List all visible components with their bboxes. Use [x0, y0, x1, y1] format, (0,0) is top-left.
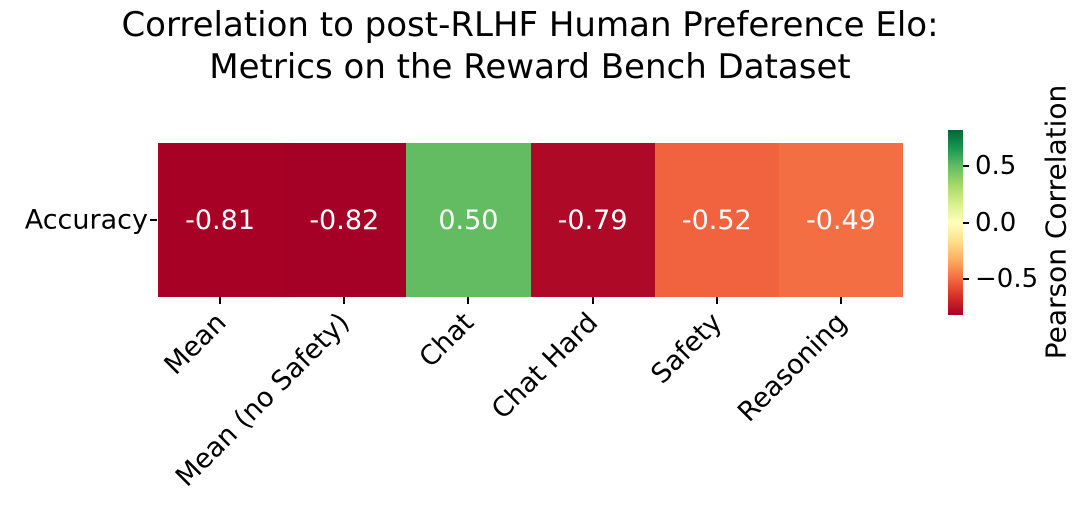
heatmap-cell-mean-no-safety: -0.82 [282, 143, 407, 297]
colorbar-tick-mark [963, 165, 969, 168]
x-tick-label: Mean [158, 307, 233, 381]
heatmap-cell-chat: 0.50 [406, 143, 531, 297]
heatmap-cell-safety: -0.52 [654, 143, 779, 297]
y-axis-tick-mark [150, 219, 157, 221]
chart-title-line1: Correlation to post-RLHF Human Preferenc… [121, 5, 939, 45]
x-axis-tick-mark [591, 297, 594, 304]
x-tick-label: Chat Hard [486, 307, 605, 426]
colorbar-tick-label: 0.5 [975, 151, 1017, 182]
x-tick-label: Safety [645, 307, 729, 390]
x-axis-tick-mark [839, 297, 842, 304]
heatmap-cell-reasoning: -0.49 [778, 143, 904, 297]
x-tick-label: Chat [413, 307, 481, 374]
colorbar-gradient [948, 130, 963, 315]
x-axis-tick-mark [219, 297, 222, 304]
colorbar-tick-mark [963, 277, 969, 280]
x-axis-tick-mark [467, 297, 470, 304]
chart-title-line2: Metrics on the Reward Bench Dataset [209, 47, 851, 87]
y-tick-label-accuracy: Accuracy [24, 204, 148, 236]
heatmap-cell-mean: -0.81 [158, 143, 283, 297]
x-axis-tick-mark [343, 297, 346, 304]
heatmap-cell-chat-hard: -0.79 [530, 143, 655, 297]
chart-title: Correlation to post-RLHF Human Preferenc… [121, 4, 938, 88]
colorbar-tick-mark [963, 221, 969, 224]
colorbar-tick-label: −0.5 [975, 263, 1039, 294]
colorbar-axis-label: Pearson Correlation [1039, 84, 1073, 360]
heatmap: -0.81 -0.82 0.50 -0.79 -0.52 -0.49 [158, 143, 904, 297]
x-tick-label: Reasoning [731, 307, 853, 429]
x-axis-tick-mark [715, 297, 718, 304]
colorbar-tick-label: 0.0 [975, 207, 1017, 238]
